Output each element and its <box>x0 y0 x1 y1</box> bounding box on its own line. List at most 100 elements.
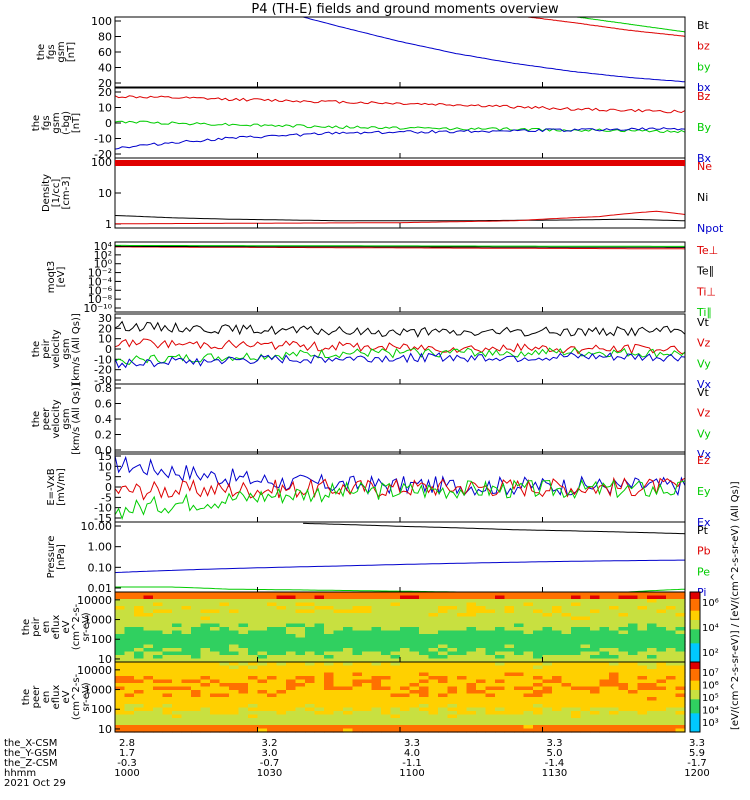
heatmap-cell <box>238 616 249 621</box>
heatmap-cell <box>419 658 430 663</box>
heatmap-cell <box>362 613 373 618</box>
heatmap-cell <box>181 704 192 709</box>
heatmap-cell <box>580 704 591 709</box>
heatmap-cell <box>561 714 572 719</box>
heatmap-cell <box>124 679 135 684</box>
heatmap-cell <box>362 658 373 663</box>
heatmap-cell <box>428 606 439 611</box>
heatmap-cell <box>590 592 601 597</box>
heatmap-cell <box>628 637 639 642</box>
heatmap-cell <box>666 683 677 688</box>
xaxis-value: 1200 <box>684 768 709 779</box>
heatmap-cell <box>618 725 629 730</box>
heatmap-cell <box>267 616 278 621</box>
heatmap-cell <box>276 627 287 632</box>
heatmap-cell <box>523 637 534 642</box>
heatmap-cell <box>476 704 487 709</box>
heatmap-cell <box>191 630 202 635</box>
heatmap-cell <box>390 641 401 646</box>
heatmap-cell <box>333 721 344 726</box>
legend-Pb: Pb <box>697 545 711 558</box>
heatmap-cell <box>609 606 620 611</box>
heatmap-cell <box>495 697 506 702</box>
heatmap-cell <box>362 623 373 628</box>
heatmap-cell <box>675 686 686 691</box>
heatmap-cell <box>305 637 316 642</box>
heatmap-cell <box>210 616 221 621</box>
heatmap-cell <box>134 627 145 632</box>
y-label-line: eV <box>61 690 72 703</box>
heatmap-cell <box>428 714 439 719</box>
heatmap-cell <box>675 623 686 628</box>
heatmap-cell <box>314 683 325 688</box>
y-tick-label: 100 <box>91 633 112 646</box>
heatmap-cell <box>552 700 563 705</box>
heatmap-cell <box>305 672 316 677</box>
heatmap-cell <box>628 679 639 684</box>
heatmap-cell <box>523 672 534 677</box>
heatmap-cell <box>628 672 639 677</box>
heatmap-cell <box>390 721 401 726</box>
heatmap-cell <box>637 627 648 632</box>
heatmap-cell <box>210 683 221 688</box>
heatmap-cell <box>495 592 506 597</box>
heatmap-cell <box>210 644 221 649</box>
heatmap-cell <box>286 655 297 660</box>
colorbar-segment <box>690 676 700 679</box>
heatmap-cell <box>590 672 601 677</box>
heatmap-cell <box>561 641 572 646</box>
heatmap-cell <box>286 658 297 663</box>
heatmap-cell <box>352 658 363 663</box>
heatmap-cell <box>153 627 164 632</box>
heatmap-cell <box>352 672 363 677</box>
heatmap-cell <box>428 686 439 691</box>
heatmap-cell <box>495 637 506 642</box>
heatmap-cell <box>343 718 354 723</box>
heatmap-cell <box>514 623 525 628</box>
heatmap-cell <box>438 602 449 607</box>
heatmap-cell <box>647 655 658 660</box>
heatmap-cell <box>561 725 572 730</box>
heatmap-cell <box>115 613 126 618</box>
heatmap-cell <box>618 700 629 705</box>
colorbar-segment <box>690 655 700 658</box>
heatmap-cell <box>238 648 249 653</box>
heatmap-cell <box>352 707 363 712</box>
y-tick-label: -20 <box>94 364 112 377</box>
heatmap-cell <box>134 602 145 607</box>
heatmap-cell <box>381 609 392 614</box>
heatmap-cell <box>504 721 515 726</box>
heatmap-cell <box>276 651 287 656</box>
heatmap-cell <box>352 599 363 604</box>
xaxis-value: -1.1 <box>402 758 422 769</box>
heatmap-cell <box>400 704 411 709</box>
heatmap-cell <box>191 606 202 611</box>
heatmap-cell <box>238 669 249 674</box>
heatmap-cell <box>419 725 430 730</box>
heatmap-cell <box>324 602 335 607</box>
y-tick-label: 0 <box>105 481 112 494</box>
heatmap-cell <box>542 655 553 660</box>
heatmap-cell <box>371 655 382 660</box>
heatmap-cell <box>504 644 515 649</box>
heatmap-cell <box>485 676 496 681</box>
heatmap-cell <box>609 728 620 733</box>
heatmap-cell <box>352 651 363 656</box>
heatmap-cell <box>181 693 192 698</box>
heatmap-cell <box>580 634 591 639</box>
heatmap-cell <box>675 634 686 639</box>
heatmap-cell <box>504 606 515 611</box>
heatmap-cell <box>276 686 287 691</box>
heatmap-cell <box>381 651 392 656</box>
y-axis-label: Pressure [nPa] <box>46 536 67 579</box>
heatmap-cell <box>419 672 430 677</box>
y-tick-label: 100 <box>91 15 112 28</box>
heatmap-cell <box>628 693 639 698</box>
heatmap-cell <box>248 627 259 632</box>
heatmap-cell <box>457 655 468 660</box>
heatmap-cell <box>191 714 202 719</box>
heatmap-cell <box>295 707 306 712</box>
heatmap-cell <box>599 655 610 660</box>
heatmap-cell <box>143 637 154 642</box>
heatmap-cell <box>191 627 202 632</box>
